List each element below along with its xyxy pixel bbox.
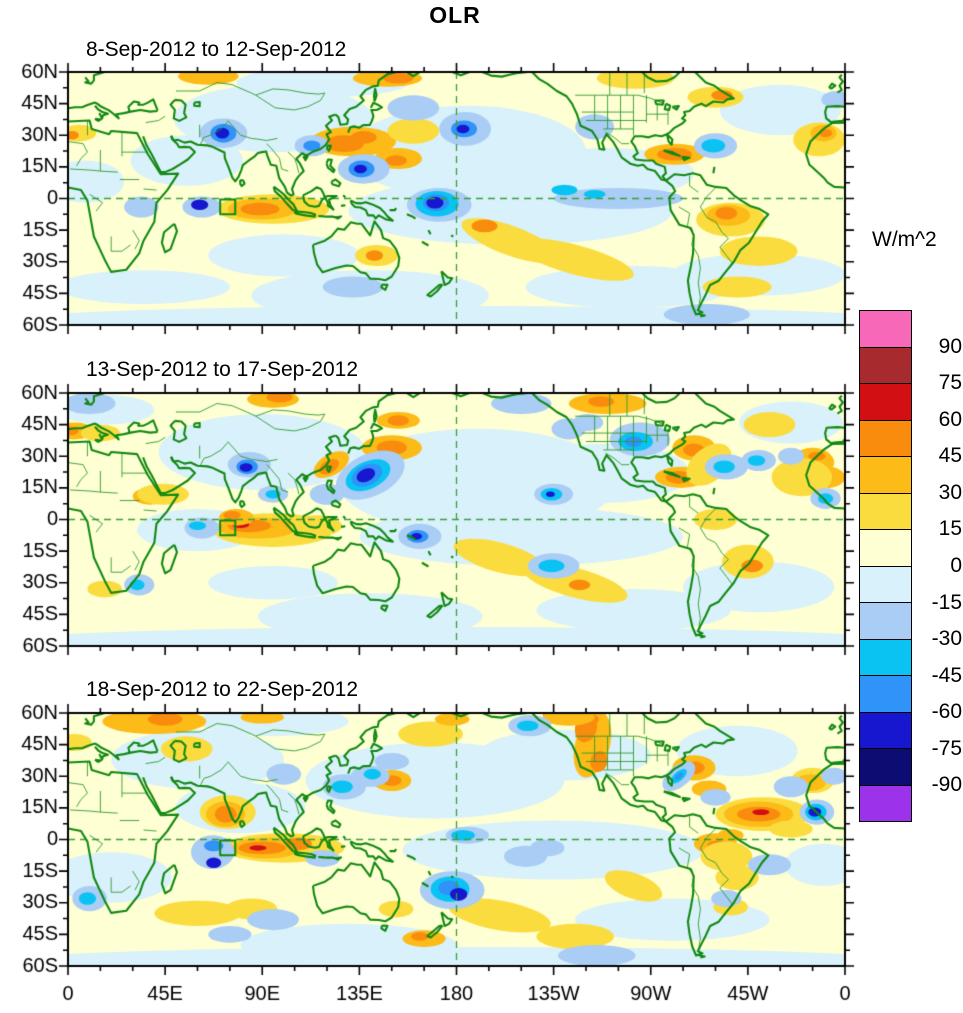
colorbar-tick-label: -60 <box>931 700 962 724</box>
colorbar-cell <box>860 748 911 785</box>
colorbar-cell <box>860 675 911 712</box>
map-panel-1 <box>0 62 860 340</box>
colorbar-cell <box>860 383 911 420</box>
colorbar-tick-label: -45 <box>931 663 962 687</box>
colorbar-cell <box>860 311 911 347</box>
panel-3-title: 18-Sep-2012 to 22-Sep-2012 <box>86 678 359 701</box>
colorbar-cell <box>860 638 911 675</box>
colorbar-unit-label: W/m^2 <box>872 228 937 251</box>
colorbar <box>859 310 912 822</box>
map-panel-3 <box>0 703 860 1008</box>
figure-title: OLR <box>429 2 481 28</box>
colorbar-tick-label: 15 <box>938 517 962 541</box>
colorbar-tick-label: -30 <box>931 627 962 651</box>
colorbar-cell <box>860 346 911 383</box>
panel-2-title: 13-Sep-2012 to 17-Sep-2012 <box>86 358 359 381</box>
colorbar-tick-label: 45 <box>938 444 962 468</box>
colorbar-cell <box>860 529 911 566</box>
colorbar-cell <box>860 419 911 456</box>
colorbar-tick-label: 0 <box>950 554 962 577</box>
colorbar-tick-label: 30 <box>938 480 962 504</box>
colorbar-tick-label: 60 <box>938 407 962 431</box>
colorbar-cell <box>860 784 911 821</box>
colorbar-tick-label: 90 <box>938 334 962 358</box>
colorbar-tick-label: -15 <box>931 590 962 614</box>
colorbar-cell <box>860 456 911 493</box>
colorbar-tick-label: -90 <box>931 773 962 797</box>
colorbar-cell <box>860 602 911 639</box>
colorbar-cell <box>860 711 911 748</box>
colorbar-tick-label: 75 <box>938 371 962 395</box>
colorbar-cell <box>860 565 911 602</box>
colorbar-cell <box>860 492 911 529</box>
panel-1-title: 8-Sep-2012 to 12-Sep-2012 <box>86 38 347 61</box>
map-panel-2 <box>0 383 860 661</box>
colorbar-tick-label: -75 <box>931 736 962 760</box>
